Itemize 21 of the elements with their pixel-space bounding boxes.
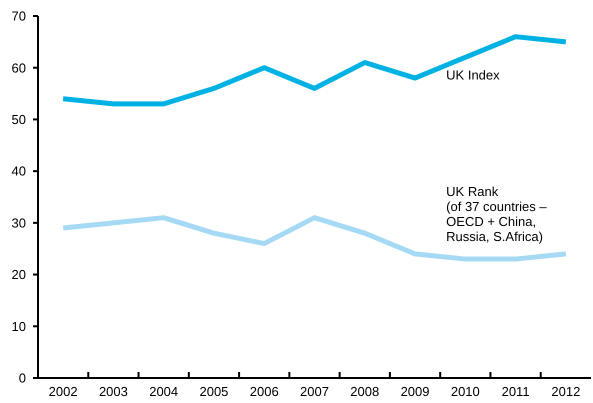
x-tick-label: 2005 xyxy=(199,384,228,399)
x-tick-label: 2010 xyxy=(450,384,480,399)
y-tick-label: 30 xyxy=(12,215,26,230)
y-tick-label: 0 xyxy=(18,370,26,386)
x-tick-label: 2003 xyxy=(98,384,128,399)
x-tick-label: 2009 xyxy=(400,384,430,399)
x-tick-label: 2004 xyxy=(149,384,178,399)
x-tick-label: 2007 xyxy=(300,384,329,399)
y-tick-label: 10 xyxy=(12,318,26,334)
y-tick-label: 20 xyxy=(12,267,26,282)
series-label: UK Rank (of 37 countries – OECD + China, Russia, S.Africa) xyxy=(446,184,548,244)
x-tick-label: 2011 xyxy=(502,384,530,399)
y-tick-label: 40 xyxy=(12,164,26,179)
x-tick-label: 2008 xyxy=(350,384,380,399)
y-tick-label: 50 xyxy=(12,112,26,127)
series-label: UK Index xyxy=(446,67,500,82)
y-tick-label: 70 xyxy=(12,8,26,24)
x-tick-label: 2012 xyxy=(551,384,580,399)
y-tick-label: 60 xyxy=(12,60,26,76)
x-tick-label: 2002 xyxy=(48,384,78,399)
x-tick-label: 2006 xyxy=(250,384,279,399)
